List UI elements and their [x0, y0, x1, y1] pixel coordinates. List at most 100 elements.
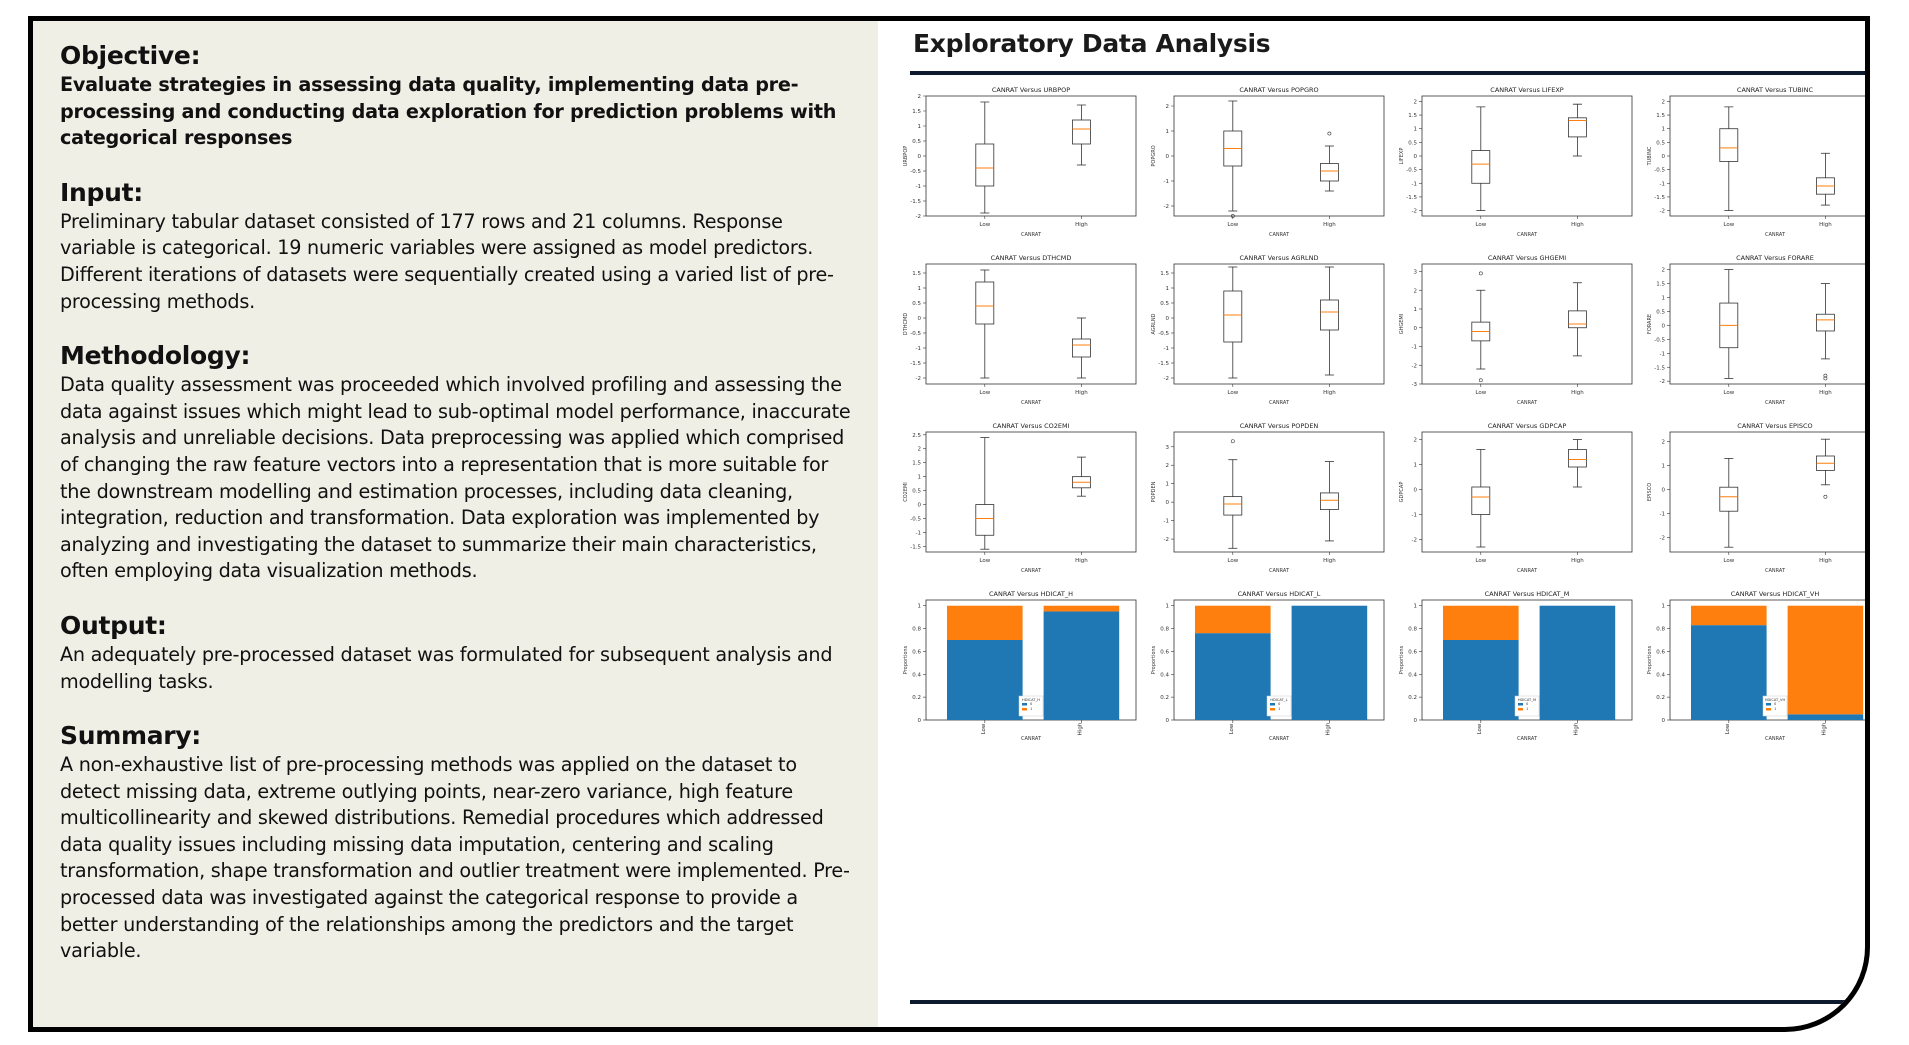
- y-tick-label: 0: [1166, 154, 1170, 160]
- x-axis-label: CANRAT: [1517, 232, 1538, 238]
- y-tick-label: -2: [1164, 537, 1169, 543]
- y-tick-label: -1: [1660, 512, 1665, 518]
- y-tick-label: 0: [918, 316, 922, 322]
- y-tick-label: -1: [1412, 513, 1417, 519]
- chart-panel: CANRAT Versus FORARE -2 -1.5 -1 -0.5 0 0.5 1 1.5…: [1647, 254, 1865, 406]
- box-body: [975, 143, 995, 187]
- y-tick-label: 0: [1414, 326, 1418, 332]
- chart-title: CANRAT Versus POPGRO: [1239, 86, 1318, 94]
- y-tick-label: -2: [1660, 209, 1665, 215]
- y-tick-label: 1.5: [912, 109, 921, 115]
- legend-title: HDICAT_VH: [1765, 698, 1786, 702]
- y-axis-label: POPGRO: [1151, 145, 1157, 166]
- methodology-section: Methodology: Data quality assessment was…: [60, 339, 858, 585]
- plot-area: [1669, 431, 1865, 553]
- y-tick-label: 0: [1662, 323, 1666, 329]
- chart-panel: CANRAT Versus HDICAT_H 0 0.2 0.4 0.6 0.8 1 Prop…: [903, 590, 1137, 742]
- summary-section: Summary: A non-exhaustive list of pre-pr…: [60, 719, 858, 965]
- box-outlier: [1478, 271, 1483, 276]
- y-tick-label: 1: [918, 475, 922, 481]
- plot-area: [1421, 95, 1633, 217]
- y-tick-label: 0: [1414, 154, 1418, 160]
- y-axis-label: Proportions: [1399, 645, 1405, 674]
- box-outlier: [1327, 131, 1332, 136]
- y-tick-label: 2: [1662, 268, 1666, 274]
- x-axis-label: CANRAT: [1765, 400, 1786, 406]
- y-tick-label: 0.2: [912, 695, 921, 701]
- chart-title: CANRAT Versus HDICAT_M: [1485, 590, 1570, 598]
- y-tick-label: -1.5: [910, 361, 921, 367]
- chart-panel: CANRAT Versus HDICAT_VH 0 0.2 0.4 0.6 0.8 1 Pro…: [1647, 590, 1865, 742]
- plot-area: [1421, 431, 1633, 553]
- y-tick-label: 1: [1166, 129, 1170, 135]
- y-tick-label: 1.5: [1160, 271, 1169, 277]
- y-tick-label: -2: [1412, 538, 1417, 544]
- x-axis-label: CANRAT: [1517, 400, 1538, 406]
- y-tick-label: -0.5: [910, 331, 921, 337]
- x-axis-label: CANRAT: [1269, 736, 1290, 742]
- legend-label: 1: [1526, 707, 1528, 711]
- legend-box: [1762, 695, 1788, 717]
- y-tick-label: 0: [1662, 154, 1666, 160]
- box-outlier: [1230, 214, 1235, 218]
- y-tick-label: 0.5: [1656, 309, 1665, 315]
- x-axis-label: CANRAT: [1021, 568, 1042, 574]
- y-tick-label: -1.5: [1406, 195, 1417, 201]
- chart-title: CANRAT Versus DTHCMD: [991, 254, 1072, 262]
- y-tick-label: 0: [1166, 500, 1170, 506]
- y-tick-label: 1: [1414, 604, 1418, 610]
- chart-title: CANRAT Versus URBPOP: [992, 86, 1070, 94]
- x-axis-label: CANRAT: [1765, 736, 1786, 742]
- y-axis-label: EPISCO: [1647, 483, 1653, 501]
- x-tick-label: High: [1819, 558, 1832, 564]
- y-axis-label: Proportions: [1151, 645, 1157, 674]
- y-axis-label: Proportions: [903, 645, 909, 674]
- y-tick-label: 1: [918, 124, 922, 130]
- chart-title: CANRAT Versus LIFEXP: [1490, 86, 1563, 94]
- y-tick-label: 0.8: [912, 627, 921, 633]
- y-axis-label: URBPOP: [903, 146, 909, 167]
- chart-title: CANRAT Versus HDICAT_VH: [1731, 590, 1820, 598]
- plot-area: [925, 431, 1137, 553]
- y-tick-label: 0: [918, 718, 922, 724]
- x-axis-label: CANRAT: [1517, 568, 1538, 574]
- y-tick-label: 1: [1662, 464, 1666, 470]
- y-tick-label: 2: [1166, 104, 1170, 110]
- chart-panel: CANRAT Versus GDPCAP -2 -1 0 1 2 GDPCAP CANRAT L…: [1399, 422, 1633, 574]
- bar-segment: [1787, 605, 1864, 715]
- y-tick-label: 0.5: [1408, 140, 1417, 146]
- bar-segment: [1691, 625, 1767, 720]
- y-tick-label: -2: [1164, 376, 1169, 382]
- legend-label: 0: [1774, 702, 1777, 706]
- chart-title: CANRAT Versus HDICAT_H: [989, 590, 1073, 598]
- chart-title: CANRAT Versus AGRLND: [1239, 254, 1318, 262]
- box-outlier: [1478, 378, 1483, 383]
- x-tick-label: Low: [1725, 723, 1731, 734]
- y-tick-label: 1: [1166, 286, 1170, 292]
- legend-box: [1514, 695, 1540, 717]
- y-axis-label: DTHCMD: [903, 313, 909, 335]
- box-body: [1567, 310, 1587, 329]
- x-tick-label: Low: [1477, 723, 1483, 734]
- y-tick-label: 1: [918, 286, 922, 292]
- y-tick-label: 1: [918, 604, 922, 610]
- x-tick-label: Low: [1723, 558, 1734, 564]
- y-tick-label: 0.8: [1408, 627, 1417, 633]
- y-tick-label: -0.5: [1406, 168, 1417, 174]
- x-axis-label: CANRAT: [1765, 568, 1786, 574]
- y-tick-label: 1: [1414, 463, 1418, 469]
- x-tick-label: High: [1323, 222, 1336, 228]
- y-tick-label: 1: [1166, 482, 1170, 488]
- y-tick-label: 0.5: [1656, 140, 1665, 146]
- box-body: [975, 281, 995, 325]
- y-tick-label: 0: [1166, 316, 1170, 322]
- legend-swatch: [1270, 703, 1275, 706]
- x-tick-label: High: [1573, 722, 1579, 735]
- y-tick-label: -1.5: [910, 199, 921, 205]
- y-tick-label: -1: [916, 530, 921, 536]
- section-heading: Output:: [60, 610, 167, 640]
- x-tick-label: Low: [979, 390, 990, 396]
- y-tick-label: -1: [916, 184, 921, 190]
- y-tick-label: -2: [1660, 379, 1665, 385]
- legend-swatch: [1022, 703, 1027, 706]
